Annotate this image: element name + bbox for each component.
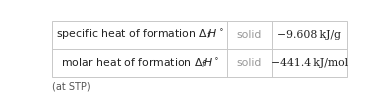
Text: −441.4 kJ/mol: −441.4 kJ/mol <box>271 58 348 68</box>
Text: solid: solid <box>237 58 262 68</box>
Text: −9.608 kJ/g: −9.608 kJ/g <box>277 30 342 40</box>
Text: specific heat of formation $\Delta_f\!H^\circ$: specific heat of formation $\Delta_f\!H^… <box>56 28 223 42</box>
Text: solid: solid <box>237 30 262 40</box>
Text: (at STP): (at STP) <box>52 81 90 91</box>
Bar <box>52 21 347 77</box>
Text: molar heat of formation $\Delta_f\!H^\circ$: molar heat of formation $\Delta_f\!H^\ci… <box>61 56 219 70</box>
